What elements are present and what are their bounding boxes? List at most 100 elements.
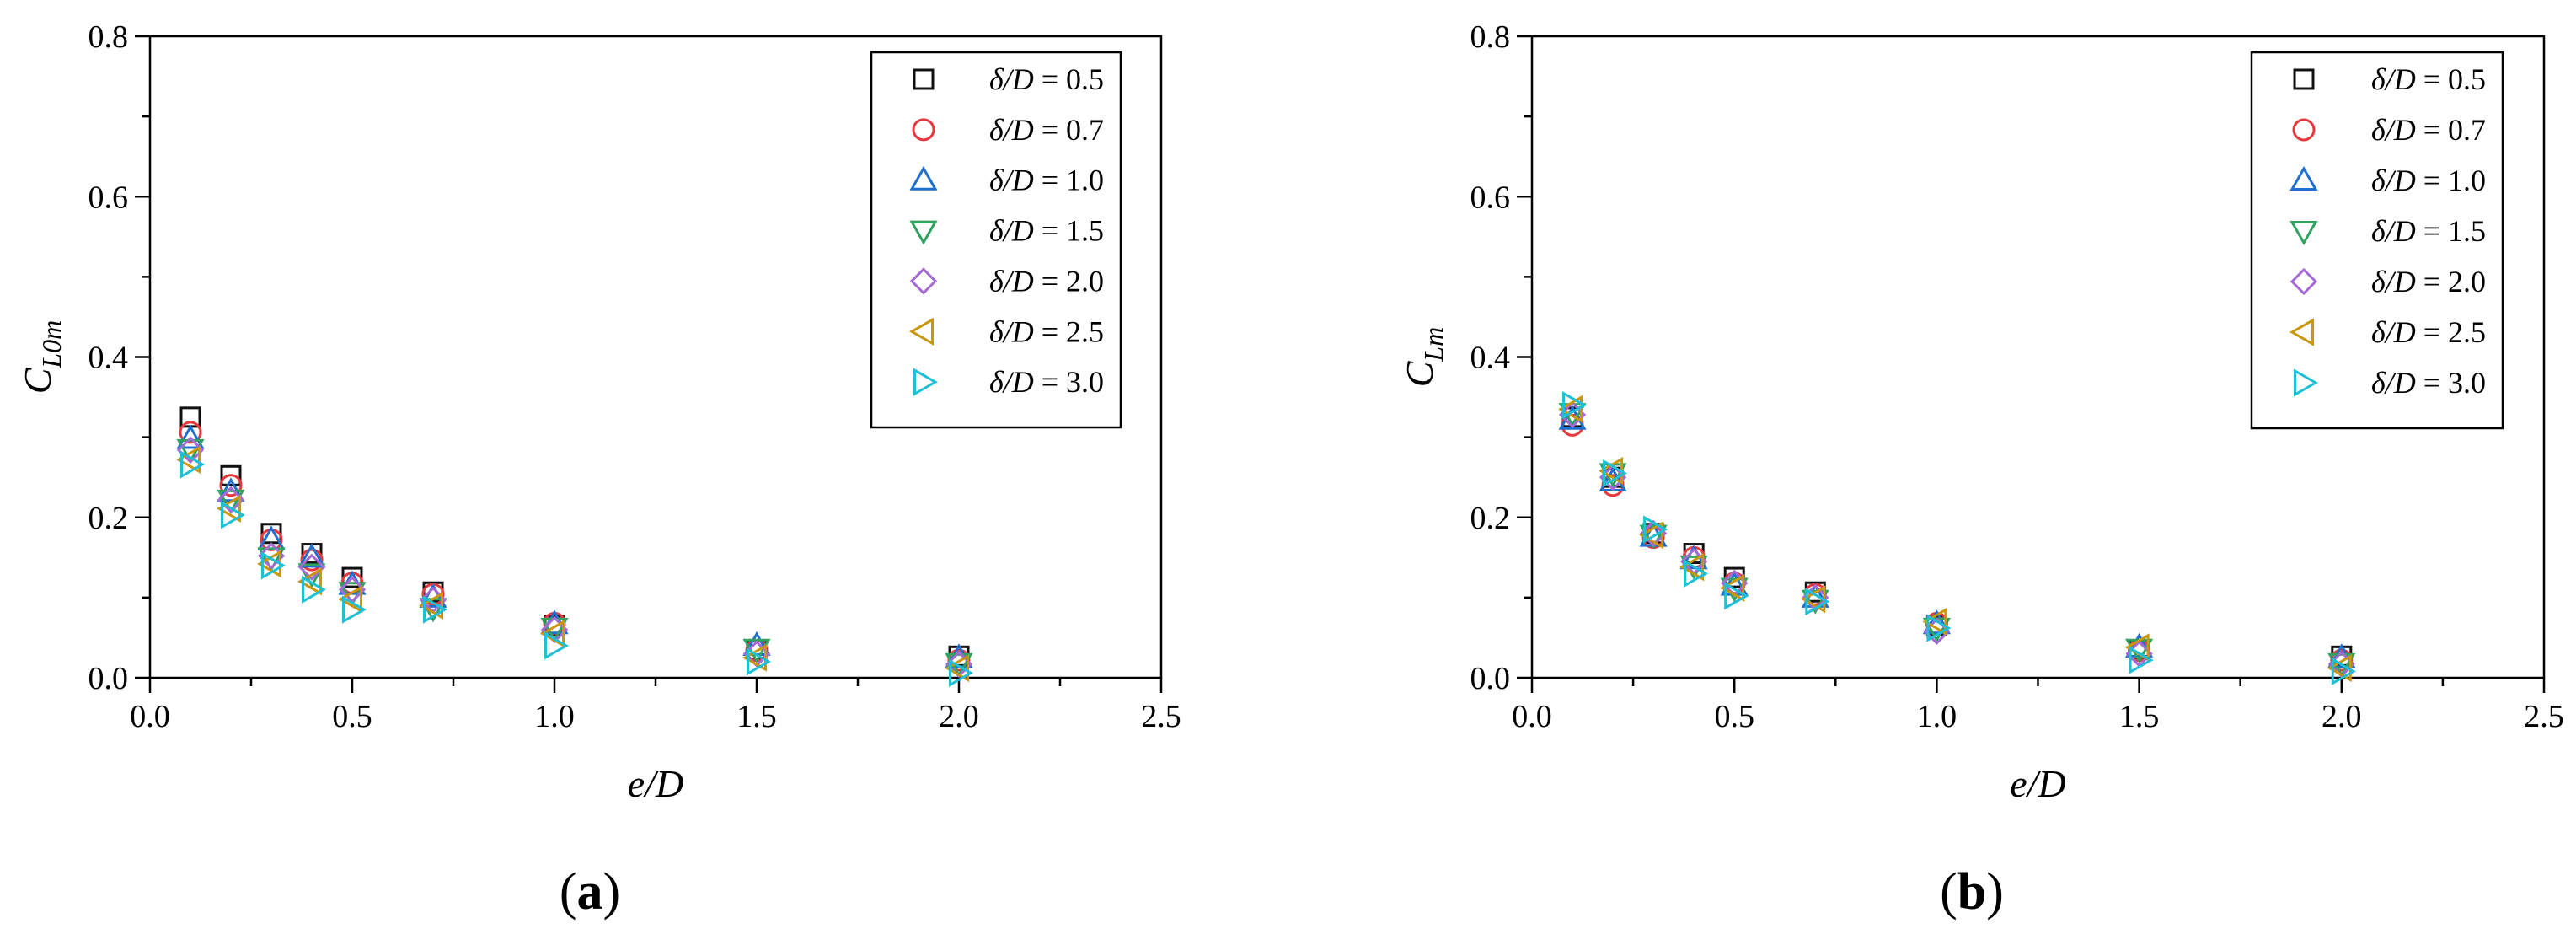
y-tick-label: 0.8 — [88, 19, 129, 55]
y-tick-label: 0.2 — [1470, 501, 1511, 536]
data-point — [1639, 524, 1668, 550]
data-point — [217, 489, 245, 514]
legend-marker — [912, 118, 935, 142]
legend-label: δ/D = 0.7 — [2371, 113, 2486, 147]
x-tick-label: 0.0 — [1512, 699, 1552, 734]
data-point — [300, 548, 324, 572]
legend-marker — [909, 267, 938, 295]
legend-marker — [2293, 68, 2315, 90]
data-point — [544, 631, 570, 660]
legend-box — [2250, 51, 2504, 430]
chart-panel-b: 0.0 0.5 1.0 1.5 2.0 2.5 0.0 0.2 0.4 0.6 0.8 e/D CLm δ… — [1398, 19, 2564, 921]
data-point — [338, 576, 367, 604]
x-tick-label: 2.5 — [1141, 699, 1181, 734]
data-point — [297, 553, 326, 581]
legend-label: δ/D = 1.5 — [989, 214, 1104, 248]
data-point — [2331, 657, 2356, 685]
y-tick-label: 0.2 — [88, 501, 129, 536]
y-tick-label: 0.6 — [1470, 180, 1511, 215]
data-point — [338, 582, 367, 607]
data-point — [1922, 609, 1951, 635]
legend-label: δ/D = 2.5 — [989, 314, 1104, 348]
legend-marker — [909, 220, 938, 245]
x-tick-label: 0.5 — [332, 699, 372, 734]
legend-label: δ/D = 1.0 — [989, 164, 1104, 197]
x-axis-label: e/D — [628, 762, 683, 805]
data-point — [342, 595, 367, 624]
data-point — [949, 658, 974, 687]
data-point — [220, 464, 242, 486]
data-point — [1720, 573, 1745, 603]
data-points — [1558, 390, 2356, 685]
legend-label: δ/D = 1.0 — [2371, 164, 2486, 197]
data-point — [423, 595, 448, 624]
data-point — [219, 474, 243, 497]
x-tick-label: 1.0 — [534, 699, 575, 734]
legend-marker — [908, 317, 934, 346]
y-axis-label-group: CL0m — [16, 320, 67, 395]
legend-marker — [2294, 368, 2319, 397]
data-point — [742, 643, 767, 672]
data-point — [176, 424, 205, 449]
legend: δ/D = 0.5 δ/D = 0.7 δ/D = 1.0 δ/D = 1.5 δ/D … — [2250, 51, 2504, 430]
legend-marker — [913, 68, 935, 90]
data-point — [2327, 654, 2352, 683]
x-tick-label: 2.5 — [2524, 699, 2564, 734]
data-point — [2129, 646, 2154, 674]
data-point — [302, 575, 327, 604]
data-points — [175, 406, 974, 687]
legend-label: δ/D = 1.5 — [2371, 214, 2486, 248]
legend-label: δ/D = 3.0 — [2371, 366, 2486, 400]
y-axis-label: CLm — [1398, 327, 1449, 388]
panel-label: (a) — [560, 863, 620, 921]
legend-marker — [909, 165, 938, 191]
x-tick-label: 1.0 — [1917, 699, 1957, 734]
data-point — [1922, 607, 1947, 636]
data-point — [2327, 643, 2356, 668]
data-point — [176, 436, 205, 464]
data-point — [1684, 559, 1709, 588]
y-tick-label: 0.8 — [1470, 19, 1511, 55]
legend-label: δ/D = 2.0 — [989, 264, 1104, 298]
legend-label: δ/D = 0.7 — [989, 113, 1104, 147]
legend-marker — [2289, 165, 2318, 191]
legend: δ/D = 0.5 δ/D = 0.7 δ/D = 1.0 δ/D = 1.5 δ/D … — [870, 51, 1122, 429]
data-point — [1558, 395, 1583, 423]
legend-label: δ/D = 0.5 — [2371, 62, 2486, 96]
data-point — [1562, 390, 1588, 420]
y-tick-label: 0.0 — [88, 661, 129, 696]
data-point — [1679, 553, 1705, 582]
x-tick-label: 1.5 — [736, 699, 777, 734]
data-point — [221, 501, 246, 529]
x-axis-label: e/D — [2010, 762, 2065, 805]
data-point — [418, 591, 443, 620]
data-point — [217, 486, 245, 513]
y-tick-label: 0.4 — [1470, 341, 1511, 376]
data-point — [261, 551, 287, 580]
legend-box — [870, 51, 1122, 429]
data-point — [1805, 588, 1830, 616]
data-point — [1724, 582, 1749, 610]
chart-panel-a: 0.0 0.5 1.0 1.5 2.0 2.5 0.0 0.2 0.4 0.6 0.8 e/D CL0m… — [16, 19, 1181, 921]
y-axis-label: CL0m — [16, 320, 67, 395]
data-point — [539, 620, 565, 648]
data-point — [944, 654, 969, 683]
data-point — [216, 494, 241, 523]
x-tick-label: 0.5 — [1714, 699, 1754, 734]
legend-label: δ/D = 3.0 — [989, 365, 1104, 399]
legend-marker — [2289, 221, 2318, 246]
x-tick-label: 0.0 — [130, 699, 170, 734]
legend-label: δ/D = 0.5 — [989, 62, 1104, 96]
data-point — [297, 563, 326, 588]
data-point — [1926, 614, 1952, 642]
data-point — [257, 547, 286, 572]
legend-marker — [2289, 318, 2314, 346]
data-point — [1603, 459, 1628, 488]
data-point — [297, 567, 322, 596]
panel-label: (b) — [1940, 863, 2004, 921]
data-point — [337, 585, 362, 614]
data-point — [747, 647, 772, 676]
data-point — [179, 421, 202, 444]
